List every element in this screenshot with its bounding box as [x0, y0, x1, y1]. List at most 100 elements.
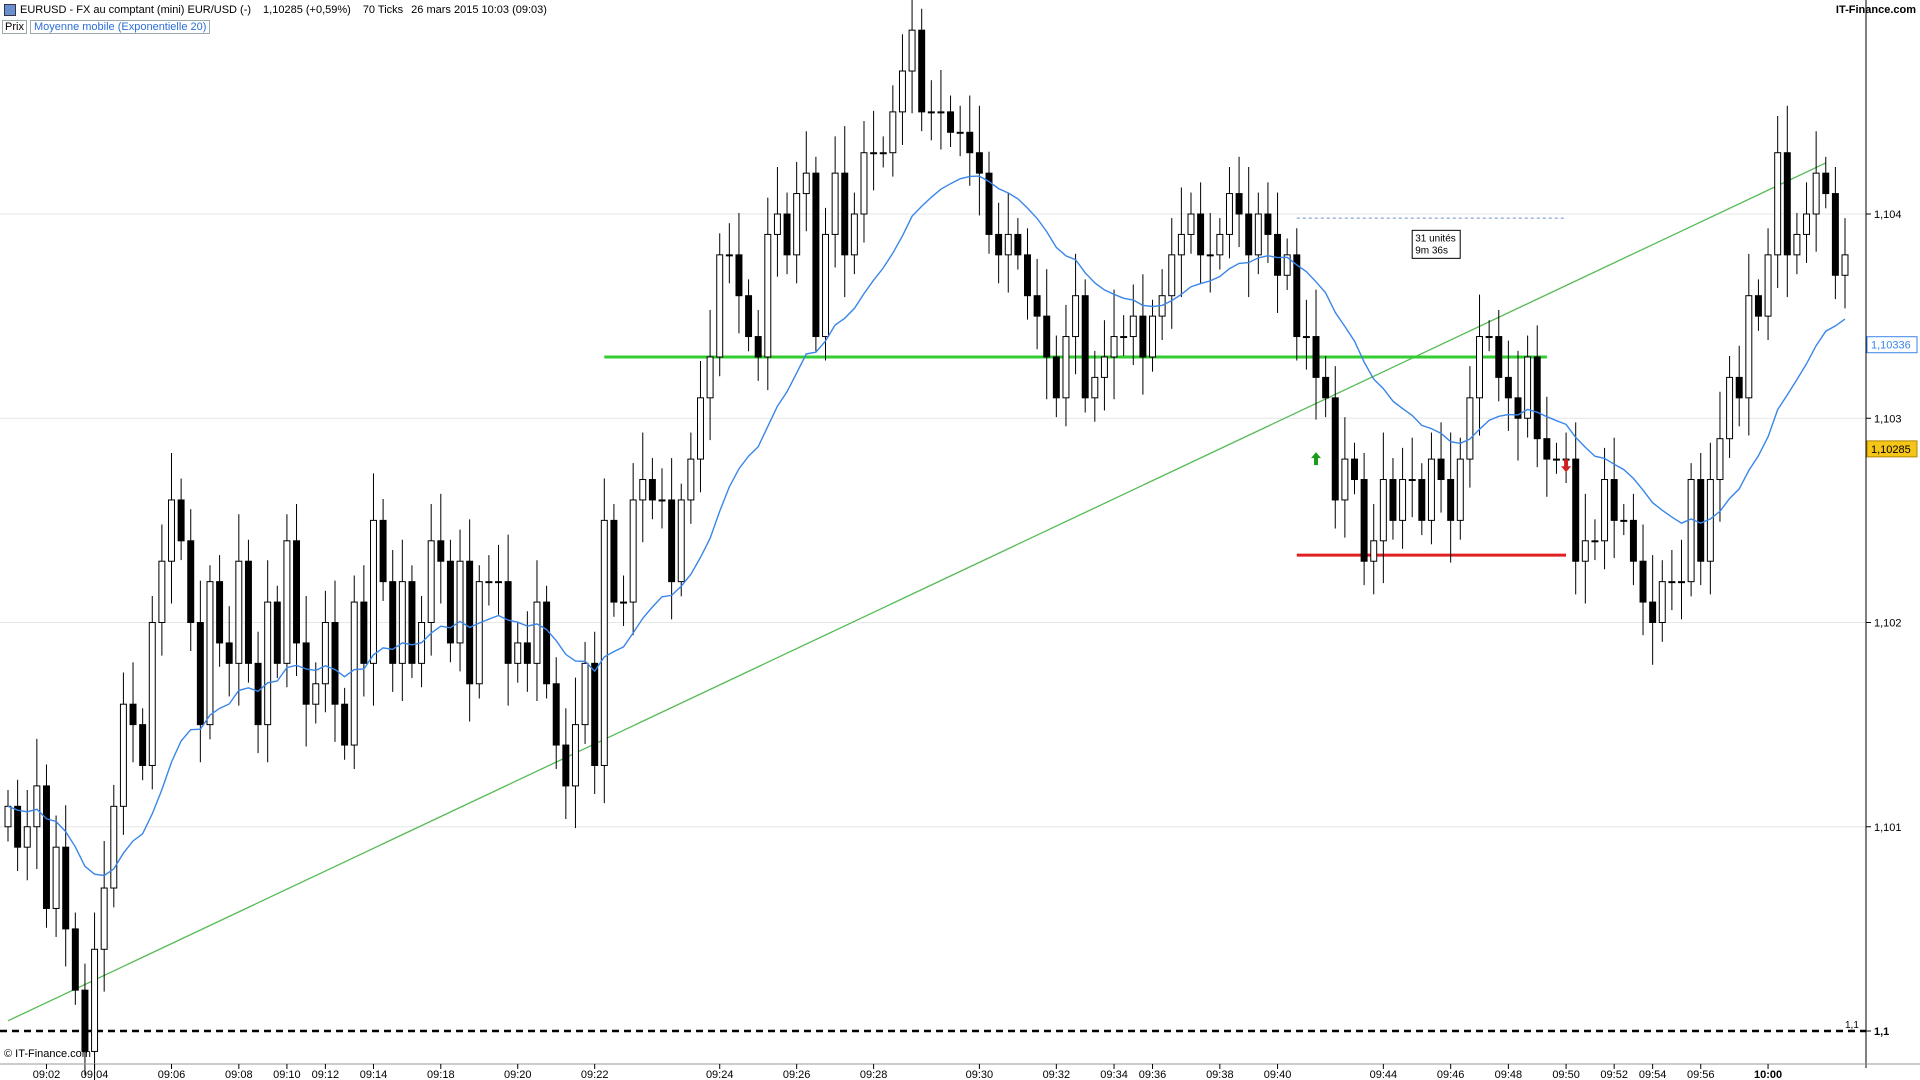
candle-body — [1052, 356, 1060, 399]
candle — [764, 197, 772, 391]
candle — [995, 202, 1003, 284]
candle-body — [1370, 540, 1378, 562]
candle-body — [937, 111, 945, 114]
candle-body — [1351, 458, 1358, 481]
candle — [110, 784, 118, 908]
candle — [177, 478, 185, 561]
candle — [1437, 422, 1445, 513]
x-tick-label: 09:52 — [1600, 1069, 1628, 1080]
candle — [1197, 182, 1205, 284]
candle-body — [629, 499, 637, 603]
candle-body — [1437, 458, 1445, 481]
candle-body — [1601, 479, 1609, 542]
candle-body — [543, 601, 551, 685]
candle — [639, 432, 647, 543]
candle — [1139, 274, 1147, 395]
candle-body — [360, 601, 368, 664]
candle-body — [1129, 315, 1137, 338]
candle — [889, 85, 897, 177]
candle — [629, 463, 637, 636]
indicator-label[interactable]: Moyenne mobile (Exponentielle 20) — [29, 20, 211, 34]
candle-body — [1014, 233, 1022, 256]
candle-body — [62, 846, 70, 930]
candle — [706, 309, 714, 441]
datetime-label: 26 mars 2015 10:03 (09:03) — [411, 4, 547, 16]
x-tick-label: 09:38 — [1206, 1069, 1234, 1080]
candle-body — [1456, 458, 1464, 521]
candle — [1514, 350, 1522, 461]
candle-body — [783, 213, 791, 256]
candle — [398, 539, 406, 702]
candle — [196, 580, 204, 763]
panel-label[interactable]: Prix — [2, 20, 27, 34]
candle — [1331, 366, 1339, 529]
price-label-box — [1866, 336, 1918, 354]
candle-body — [148, 622, 156, 766]
candle-body — [1187, 213, 1195, 235]
candle-body — [822, 233, 829, 338]
candle-body — [1120, 336, 1128, 339]
y-tick-label: 1,1 — [1874, 1026, 1889, 1038]
candle-body — [350, 601, 358, 746]
x-tick-label: 09:18 — [427, 1069, 455, 1080]
candle — [1620, 504, 1628, 536]
candle-body — [81, 989, 89, 1052]
candle — [1812, 131, 1820, 252]
candle-body — [1514, 397, 1522, 419]
candle — [1764, 228, 1772, 341]
candle-body — [1081, 295, 1089, 399]
candle-body — [1668, 581, 1676, 584]
candle — [148, 595, 156, 790]
candle — [437, 493, 445, 604]
candle — [129, 662, 137, 763]
candle — [1389, 458, 1397, 540]
candle-body — [1764, 254, 1772, 317]
candle-body — [369, 519, 377, 664]
candle-body — [898, 70, 906, 113]
candle — [1716, 391, 1724, 522]
candle-body — [206, 581, 214, 726]
x-tick-label: 09:26 — [783, 1069, 811, 1080]
candle — [350, 575, 358, 769]
candle — [754, 309, 762, 381]
candle — [1533, 325, 1541, 468]
candle — [1091, 350, 1099, 422]
candle-body — [1312, 336, 1320, 378]
candle — [1562, 432, 1570, 483]
candle — [475, 565, 483, 699]
candle-body — [1274, 233, 1282, 276]
candle-body — [1543, 438, 1551, 460]
candle — [1572, 422, 1580, 595]
candle — [456, 529, 464, 672]
candle-body — [119, 703, 127, 807]
candle — [1678, 539, 1685, 620]
candle-body — [91, 948, 99, 1052]
candle-body — [1552, 458, 1560, 461]
candle-body — [1841, 254, 1849, 276]
candle-body — [1427, 458, 1435, 521]
candle — [1274, 192, 1282, 313]
candle — [427, 504, 435, 656]
candle — [571, 677, 579, 829]
candle-body — [610, 519, 618, 603]
candle — [793, 161, 801, 284]
candle — [879, 136, 887, 168]
candle-body — [1735, 376, 1743, 399]
candle — [225, 606, 233, 697]
candle — [264, 560, 272, 763]
candle-body — [187, 540, 195, 623]
candle-body — [283, 540, 291, 664]
candle — [860, 121, 868, 243]
candle-body — [1100, 356, 1108, 378]
candle — [1774, 115, 1782, 288]
time-axis[interactable]: 09:02 09:04 09:06 09:08 09:10 09:12 09:14 09:18… — [0, 1063, 1920, 1080]
brand-label: IT-Finance.com — [1835, 4, 1916, 16]
candle-body — [158, 560, 166, 623]
candle — [552, 657, 560, 769]
candle — [745, 279, 753, 352]
candle-body — [379, 519, 387, 583]
price-axis[interactable]: 1,104 1,103 1,102 1,101 1,1 1,10336 1,10285 — [1865, 0, 1918, 1068]
candle-body — [802, 172, 810, 195]
candle — [802, 131, 810, 232]
